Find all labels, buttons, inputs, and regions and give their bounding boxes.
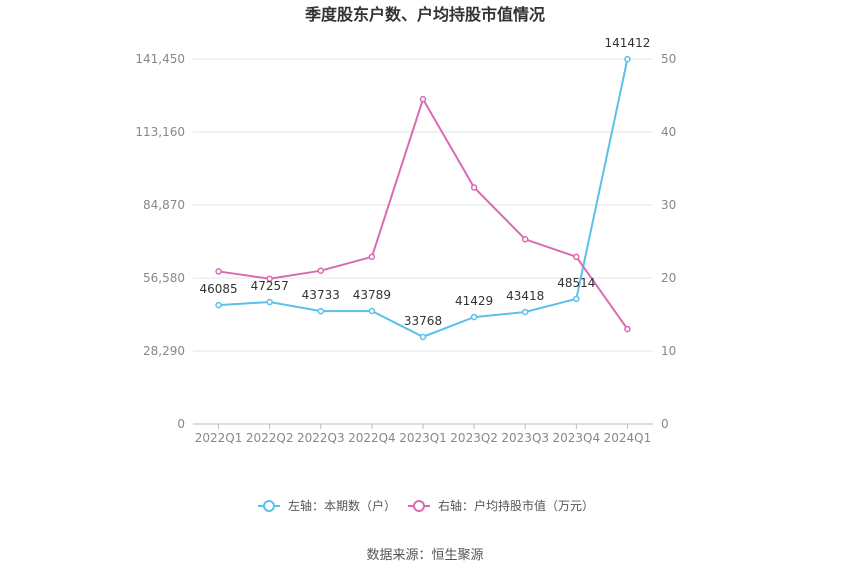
series-point-1 bbox=[573, 295, 580, 303]
left-tick-label: 56,580 bbox=[143, 271, 185, 285]
left-tick-label: 113,160 bbox=[135, 125, 185, 139]
series-point-2 bbox=[624, 325, 631, 333]
right-tick-label: 50 bbox=[661, 52, 676, 66]
legend-label-2: 右轴：户均持股市值（万元） bbox=[438, 498, 594, 513]
right-tick-label: 20 bbox=[661, 271, 676, 285]
right-tick-label: 30 bbox=[661, 198, 676, 212]
legend-marker-1 bbox=[263, 500, 275, 512]
data-label: 48514 bbox=[557, 276, 595, 290]
data-label: 43418 bbox=[506, 289, 544, 303]
left-tick-label: 141,450 bbox=[135, 52, 185, 66]
legend-label-1: 左轴：本期数（户） bbox=[288, 498, 396, 513]
series-point-2 bbox=[368, 253, 376, 261]
x-tick-label: 2022Q1 bbox=[195, 431, 243, 445]
right-tick-label: 0 bbox=[661, 417, 669, 431]
source-note: 数据来源：恒生聚源 bbox=[366, 548, 483, 563]
x-tick-label: 2022Q3 bbox=[297, 431, 345, 445]
series-point-1 bbox=[624, 55, 631, 63]
legend-marker-2 bbox=[413, 500, 425, 512]
right-axis: 0 10 20 30 40 50 bbox=[661, 52, 676, 431]
left-tick-label: 84,870 bbox=[143, 198, 185, 212]
series-point-1 bbox=[419, 333, 427, 341]
chart-title: 季度股东户数、户均持股市值情况 bbox=[304, 5, 545, 24]
series-point-1 bbox=[317, 307, 325, 315]
series-layer bbox=[215, 55, 631, 341]
series-point-2 bbox=[317, 267, 325, 274]
series-point-1 bbox=[470, 313, 478, 321]
series-point-1 bbox=[266, 298, 273, 306]
x-tick-label: 2022Q4 bbox=[348, 431, 396, 445]
x-tick-label: 2023Q1 bbox=[399, 431, 447, 445]
left-axis: 0 28,290 56,580 84,870 113,160 141,450 bbox=[135, 52, 185, 431]
series-line-2 bbox=[218, 96, 629, 330]
data-label: 33768 bbox=[404, 314, 442, 328]
data-labels: 46085 47257 43733 43789 33768 41429 43418 48514… bbox=[199, 36, 650, 328]
legend: 左轴：本期数（户） 右轴：户均持股市值（万元） bbox=[258, 498, 594, 513]
left-tick-label: 0 bbox=[177, 417, 185, 431]
x-tick-label: 2023Q2 bbox=[450, 431, 498, 445]
data-label: 46085 bbox=[199, 282, 237, 296]
x-tick-label: 2024Q1 bbox=[604, 431, 652, 445]
data-label: 47257 bbox=[251, 279, 289, 293]
series-point-1 bbox=[521, 308, 529, 316]
x-tick-label: 2022Q2 bbox=[246, 431, 294, 445]
series-point-1 bbox=[368, 307, 376, 315]
x-axis: 2022Q1 2022Q2 2022Q3 2022Q4 2023Q1 2023Q2 2023… bbox=[193, 423, 653, 445]
series-point-2 bbox=[573, 253, 580, 261]
left-tick-label: 28,290 bbox=[143, 344, 185, 358]
series-point-2 bbox=[419, 95, 427, 103]
data-label: 43789 bbox=[353, 288, 391, 302]
data-label: 41429 bbox=[455, 294, 493, 308]
series-point-2 bbox=[470, 184, 478, 191]
gridlines bbox=[193, 58, 653, 352]
series-point-2 bbox=[215, 268, 222, 275]
data-label: 141412 bbox=[605, 36, 651, 50]
right-tick-label: 40 bbox=[661, 125, 676, 139]
x-tick-label: 2023Q3 bbox=[501, 431, 549, 445]
series-point-2 bbox=[266, 275, 273, 282]
series-point-1 bbox=[215, 301, 222, 309]
right-tick-label: 10 bbox=[661, 344, 676, 358]
series-point-2 bbox=[521, 236, 529, 243]
x-tick-label: 2023Q4 bbox=[553, 431, 601, 445]
data-label: 43733 bbox=[302, 288, 340, 302]
